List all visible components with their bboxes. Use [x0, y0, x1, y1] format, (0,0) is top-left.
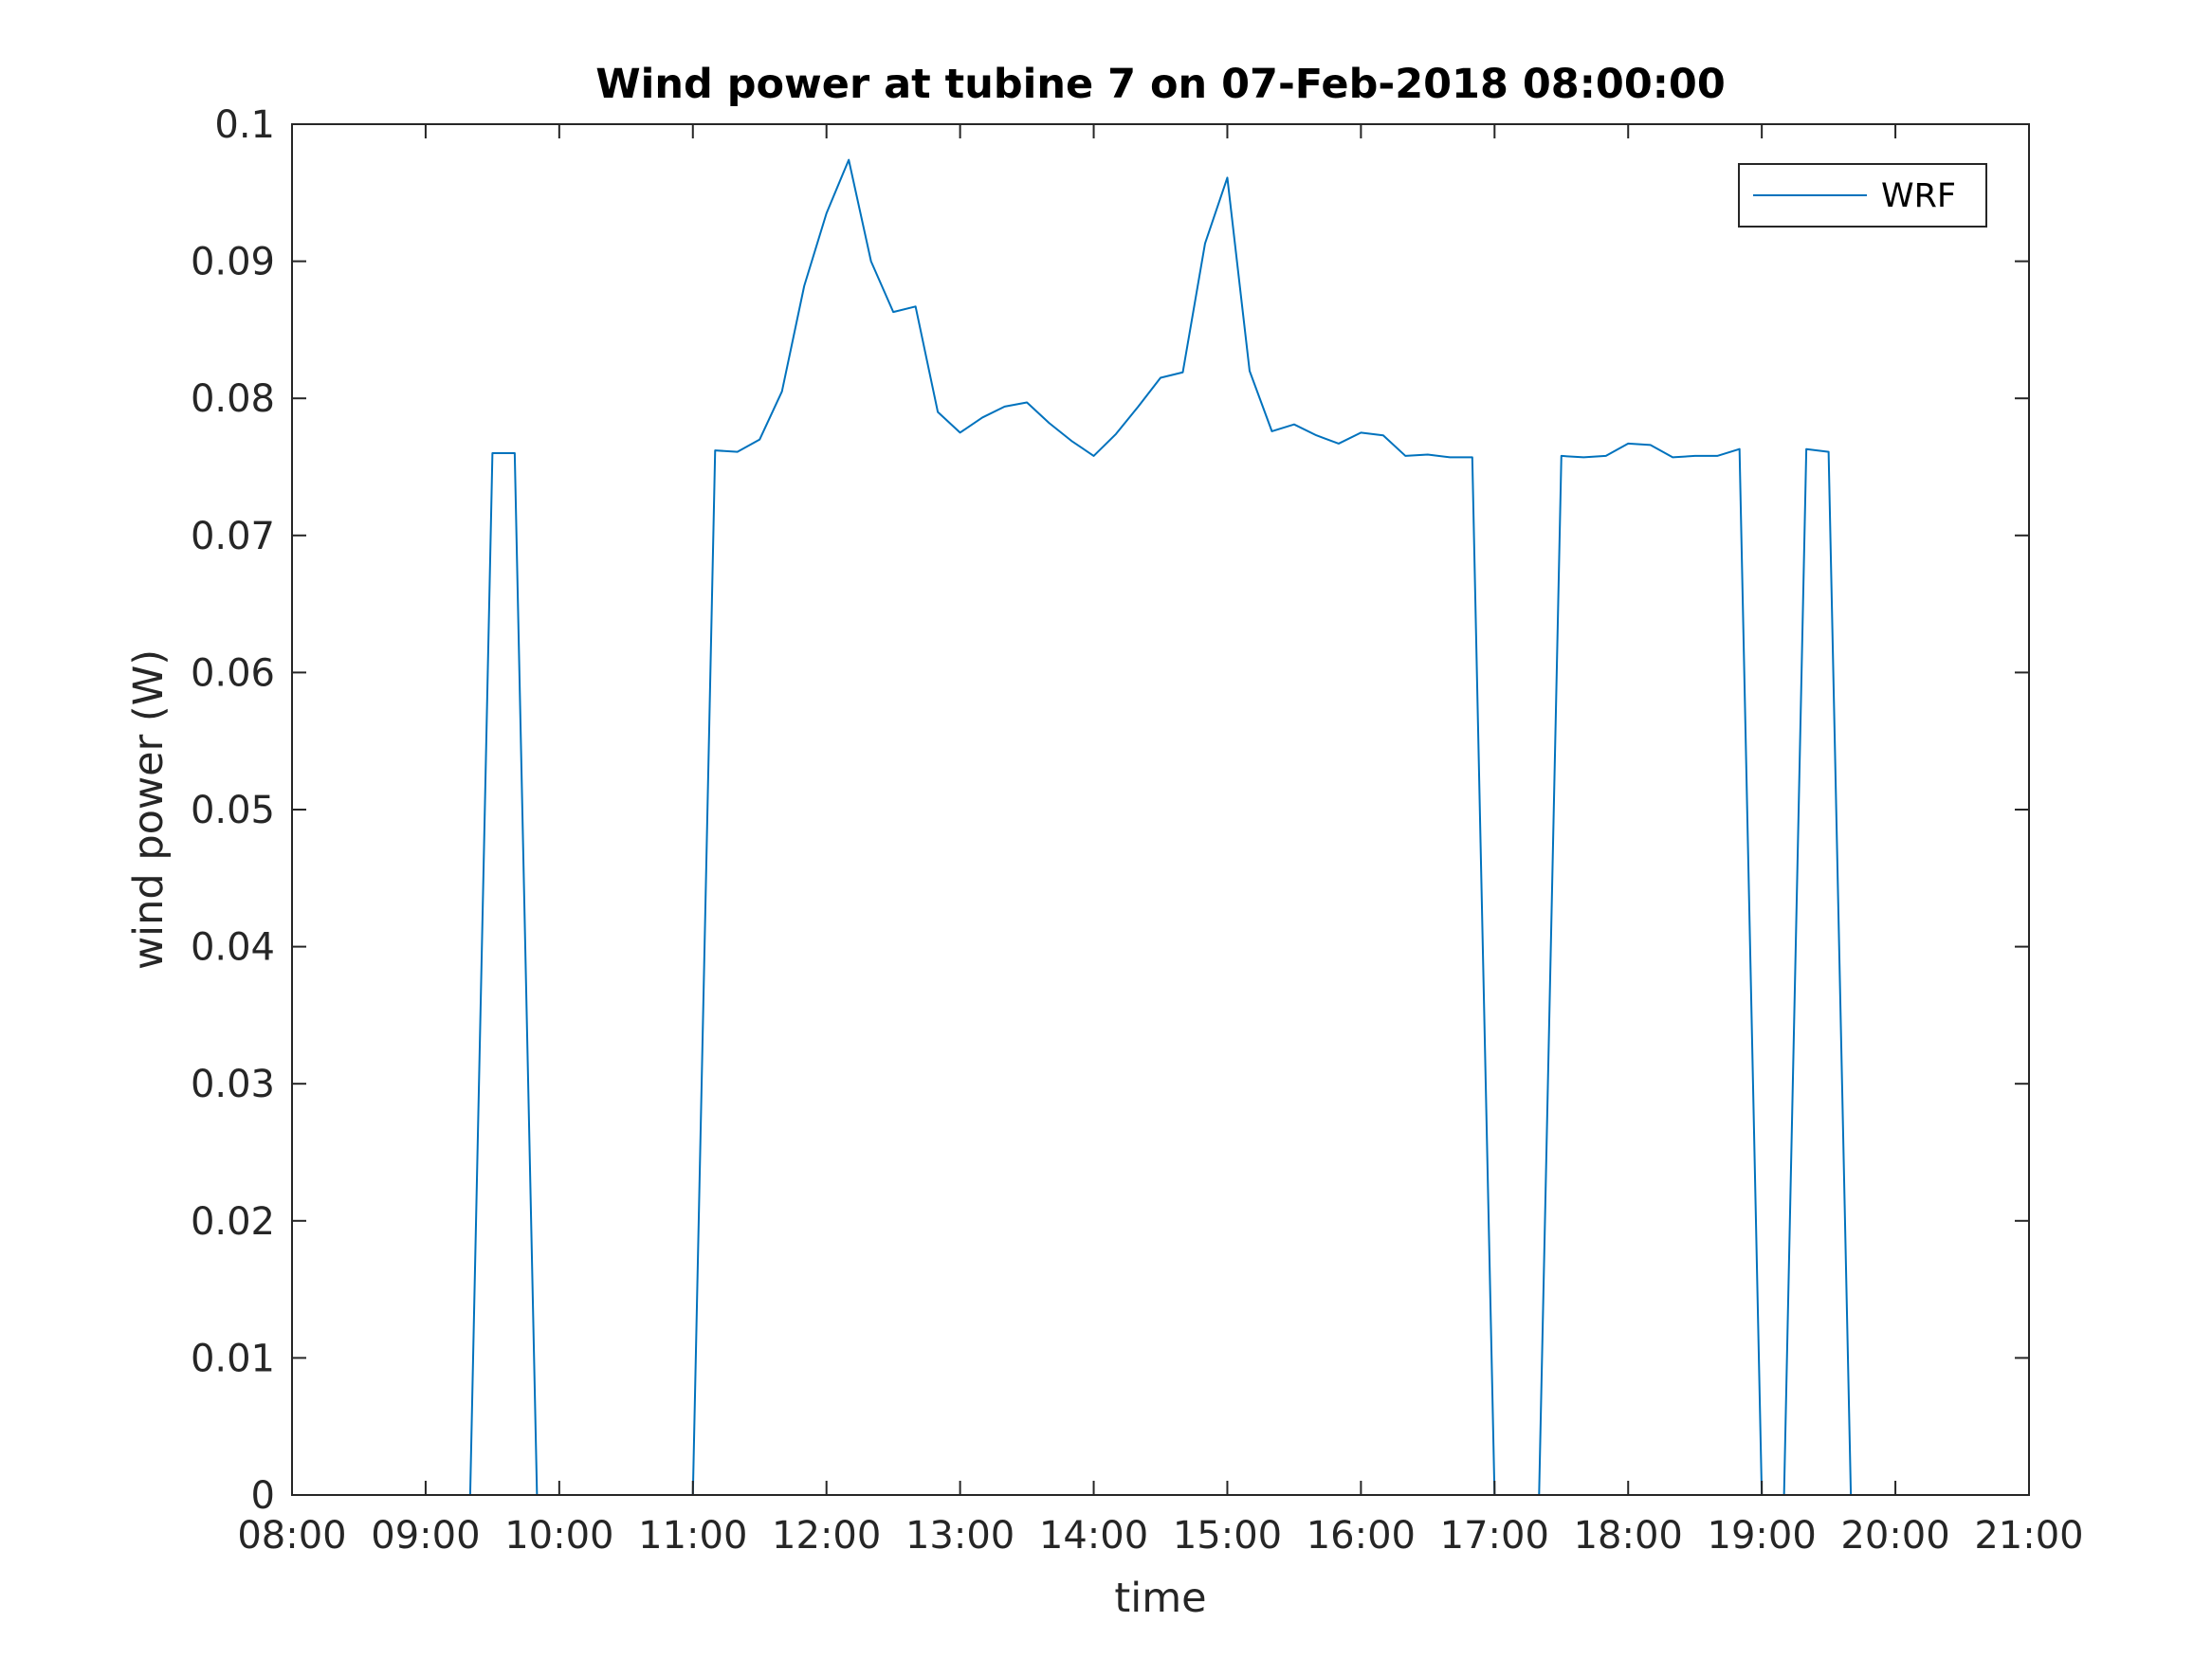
x-tick-label: 14:00: [1039, 1514, 1148, 1558]
x-axis-label: time: [1114, 1575, 1206, 1622]
y-axis-label: wind power (W): [125, 649, 173, 970]
y-tick-label: 0.01: [191, 1337, 275, 1380]
x-tick-label: 08:00: [237, 1514, 346, 1558]
legend: WRF: [1738, 163, 1987, 228]
x-tick-label: 12:00: [772, 1514, 881, 1558]
plot-area: [292, 124, 2029, 1495]
x-tick-label: 20:00: [1840, 1514, 1949, 1558]
y-tick-label: 0.02: [191, 1200, 275, 1244]
x-tick-label: 16:00: [1307, 1514, 1416, 1558]
y-tick-label: 0.1: [214, 103, 275, 147]
x-tick-label: 10:00: [504, 1514, 613, 1558]
y-tick-label: 0.06: [191, 651, 275, 695]
y-tick-labels: 0 0.01 0.02 0.03 0.04 0.05 0.06 0.07 0.08 0.09 0.1: [191, 103, 275, 1518]
series-line-1: [358, 158, 1896, 1496]
x-tick-label: 13:00: [905, 1514, 1015, 1558]
x-tick-label: 09:00: [371, 1514, 480, 1558]
y-tick-label: 0.05: [191, 789, 275, 832]
y-tick-label: 0.03: [191, 1063, 275, 1106]
x-tick-label: 11:00: [638, 1514, 747, 1558]
x-tick-label: 21:00: [1974, 1514, 2083, 1558]
y-tick-label: 0.07: [191, 515, 275, 558]
y-tick-label: 0.04: [191, 926, 275, 970]
x-tick-labels: 08:00 09:00 10:00 11:00 12:00 13:00 14:00 15:00…: [237, 1514, 2083, 1558]
legend-label: WRF: [1881, 177, 1956, 215]
y-tick-label: 0.08: [191, 377, 275, 421]
ticks-layer: [291, 123, 2030, 1496]
y-tick-label: 0.09: [191, 241, 275, 284]
y-tick-label: 0: [251, 1474, 275, 1518]
series-layer: [358, 158, 1896, 1496]
x-tick-label: 17:00: [1440, 1514, 1549, 1558]
x-tick-label: 19:00: [1708, 1514, 1817, 1558]
chart-title: Wind power at tubine 7 on 07-Feb-2018 08…: [595, 61, 1726, 108]
x-tick-label: 15:00: [1173, 1514, 1282, 1558]
x-tick-label: 18:00: [1574, 1514, 1683, 1558]
